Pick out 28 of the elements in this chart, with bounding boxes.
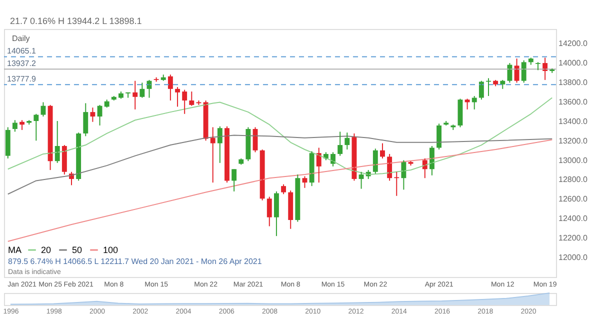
line-series [7, 139, 553, 242]
legend-label: 20 [41, 245, 52, 255]
legend-title: MA [8, 245, 22, 255]
y-tick-label: 14000.0 [558, 58, 588, 68]
ref-line-label: 13777.9 [7, 74, 36, 84]
legend-label: 100 [103, 245, 118, 255]
candlestick [394, 171, 400, 196]
y-tick-label: 14200.0 [558, 39, 588, 48]
y-tick-label: 12200.0 [558, 234, 588, 243]
line-series [7, 134, 553, 195]
y-tick-label: 13600.0 [558, 97, 588, 106]
y-tick-label: 12400.0 [558, 214, 588, 224]
ref-line-label: 14065.1 [7, 46, 36, 56]
y-tick-label: 13400.0 [558, 116, 588, 126]
legend-label: 50 [72, 245, 82, 255]
candlestick [26, 120, 32, 126]
candlestick [536, 62, 540, 71]
y-tick-label: 12800.0 [558, 175, 588, 184]
ref-line-label: 13937.2 [7, 59, 36, 68]
y-tick-label: 13800.0 [558, 78, 588, 87]
y-tick-label: 12000.0 [558, 253, 588, 262]
y-tick-label: 12600.0 [558, 194, 588, 204]
text: 21.7 0.16% H 13944.2 L 13898.1 [10, 16, 142, 26]
y-tick-label: 13000.0 [558, 156, 588, 165]
annotation: 879.5 6.74% H 14066.5 L 12211.7 Wed 20 Jan 2021 - Mon 26 Apr 2021 [8, 257, 262, 266]
line-series [7, 97, 553, 175]
y-tick-label: 13200.0 [558, 136, 588, 146]
text: Daily [12, 34, 30, 43]
